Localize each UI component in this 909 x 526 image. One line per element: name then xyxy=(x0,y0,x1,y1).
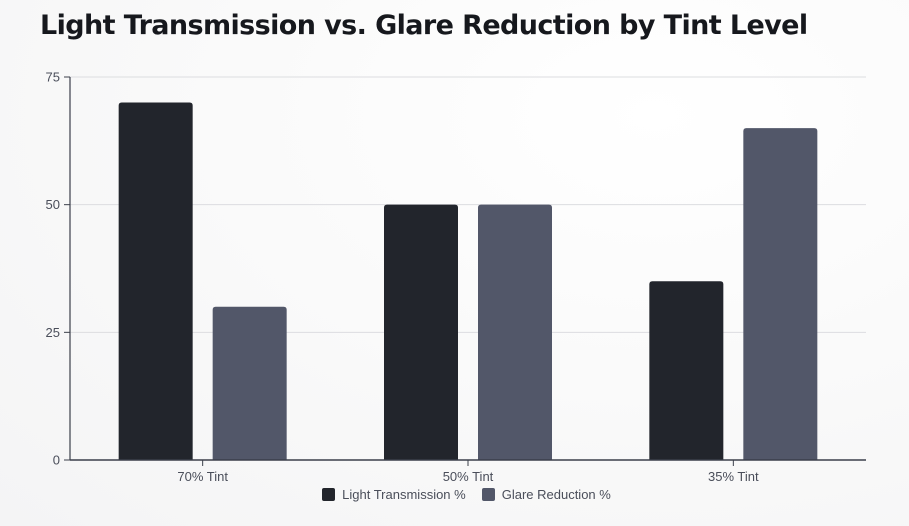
bar-glare-reduction-2[interactable] xyxy=(743,128,818,461)
x-tick-label-1: 50% Tint xyxy=(443,469,494,484)
bar-glare-reduction-0[interactable] xyxy=(212,306,287,460)
legend-item-glare-reduction[interactable]: Glare Reduction % xyxy=(481,486,611,502)
legend-label-light-transmission: Light Transmission % xyxy=(342,486,466,502)
legend-label-glare-reduction: Glare Reduction % xyxy=(501,486,611,502)
legend-item-light-transmission[interactable]: Light Transmission % xyxy=(322,486,466,502)
bar-light-transmission-0[interactable] xyxy=(118,102,193,461)
axes xyxy=(64,76,866,466)
chart-legend: Light Transmission % Glare Reduction % xyxy=(0,486,909,502)
y-tick-label-0: 0 xyxy=(53,453,60,468)
legend-swatch-glare-reduction xyxy=(481,487,495,501)
bars xyxy=(118,102,818,461)
y-tick-label-50: 50 xyxy=(46,197,60,212)
bar-glare-reduction-1[interactable] xyxy=(478,204,552,460)
x-tick-label-2: 35% Tint xyxy=(708,469,759,484)
bar-light-transmission-1[interactable] xyxy=(384,204,458,460)
bar-light-transmission-2[interactable] xyxy=(649,281,724,460)
tick-labels: 0 25 50 75 70% Tint 50% Tint 35% Tint xyxy=(46,70,759,485)
x-tick-label-0: 70% Tint xyxy=(177,469,228,484)
legend-swatch-light-transmission xyxy=(322,487,336,501)
gridlines xyxy=(70,76,866,333)
y-tick-label-75: 75 xyxy=(46,70,60,85)
y-tick-label-25: 25 xyxy=(46,325,60,340)
chart-title: Light Transmission vs. Glare Reduction b… xyxy=(40,10,808,41)
